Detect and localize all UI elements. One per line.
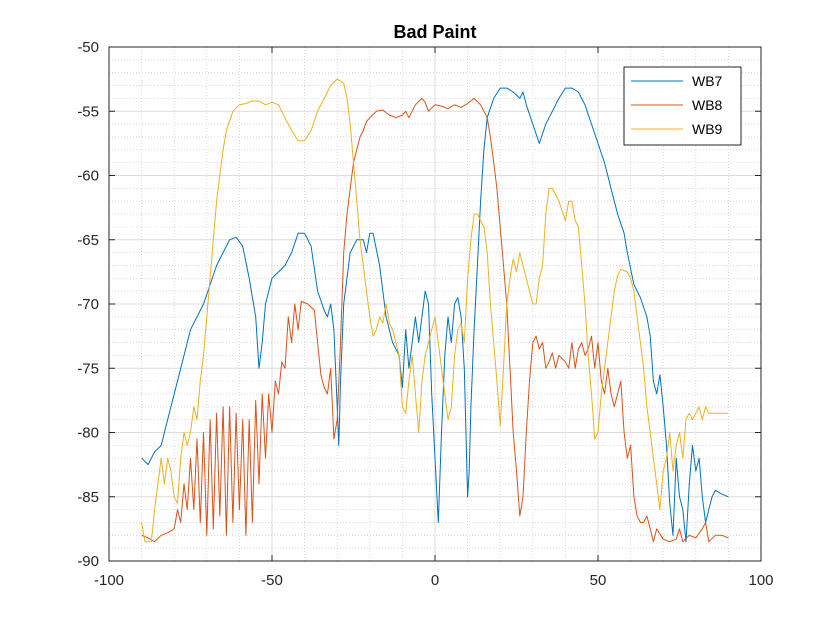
y-tick-label: -55 [77,103,99,120]
x-tick-label: -100 [94,572,124,589]
x-tick-label: 0 [431,572,439,589]
series-line-wb9 [141,78,729,543]
legend-box [623,66,742,146]
y-tick-label: -85 [77,489,99,506]
series-layer [141,78,729,543]
y-tick-label: -70 [77,296,99,313]
y-tick-label: -60 [77,168,99,185]
legend-label-wb9: WB9 [692,121,723,137]
y-tick-labels: -90 -85 -80 -75 -70 -65 -60 -55 -50 [77,39,99,570]
y-tick-label: -75 [77,360,99,377]
tick-marks [108,46,762,562]
legend-label-wb7: WB7 [692,73,723,89]
x-tick-label: -50 [261,572,283,589]
series-line-wb8 [141,97,729,543]
y-tick-label: -80 [77,425,99,442]
legend: WB7 WB8 WB9 [623,66,742,146]
x-tick-label: 50 [590,572,607,589]
series-line-wb7 [141,87,729,543]
legend-label-wb8: WB8 [692,97,723,113]
x-tick-label: 100 [748,572,773,589]
x-tick-labels: -100 -50 0 50 100 [94,572,774,589]
chart-title: Bad Paint [393,22,476,42]
y-tick-label: -65 [77,232,99,249]
y-tick-label: -90 [77,553,99,570]
y-tick-label: -50 [77,39,99,56]
